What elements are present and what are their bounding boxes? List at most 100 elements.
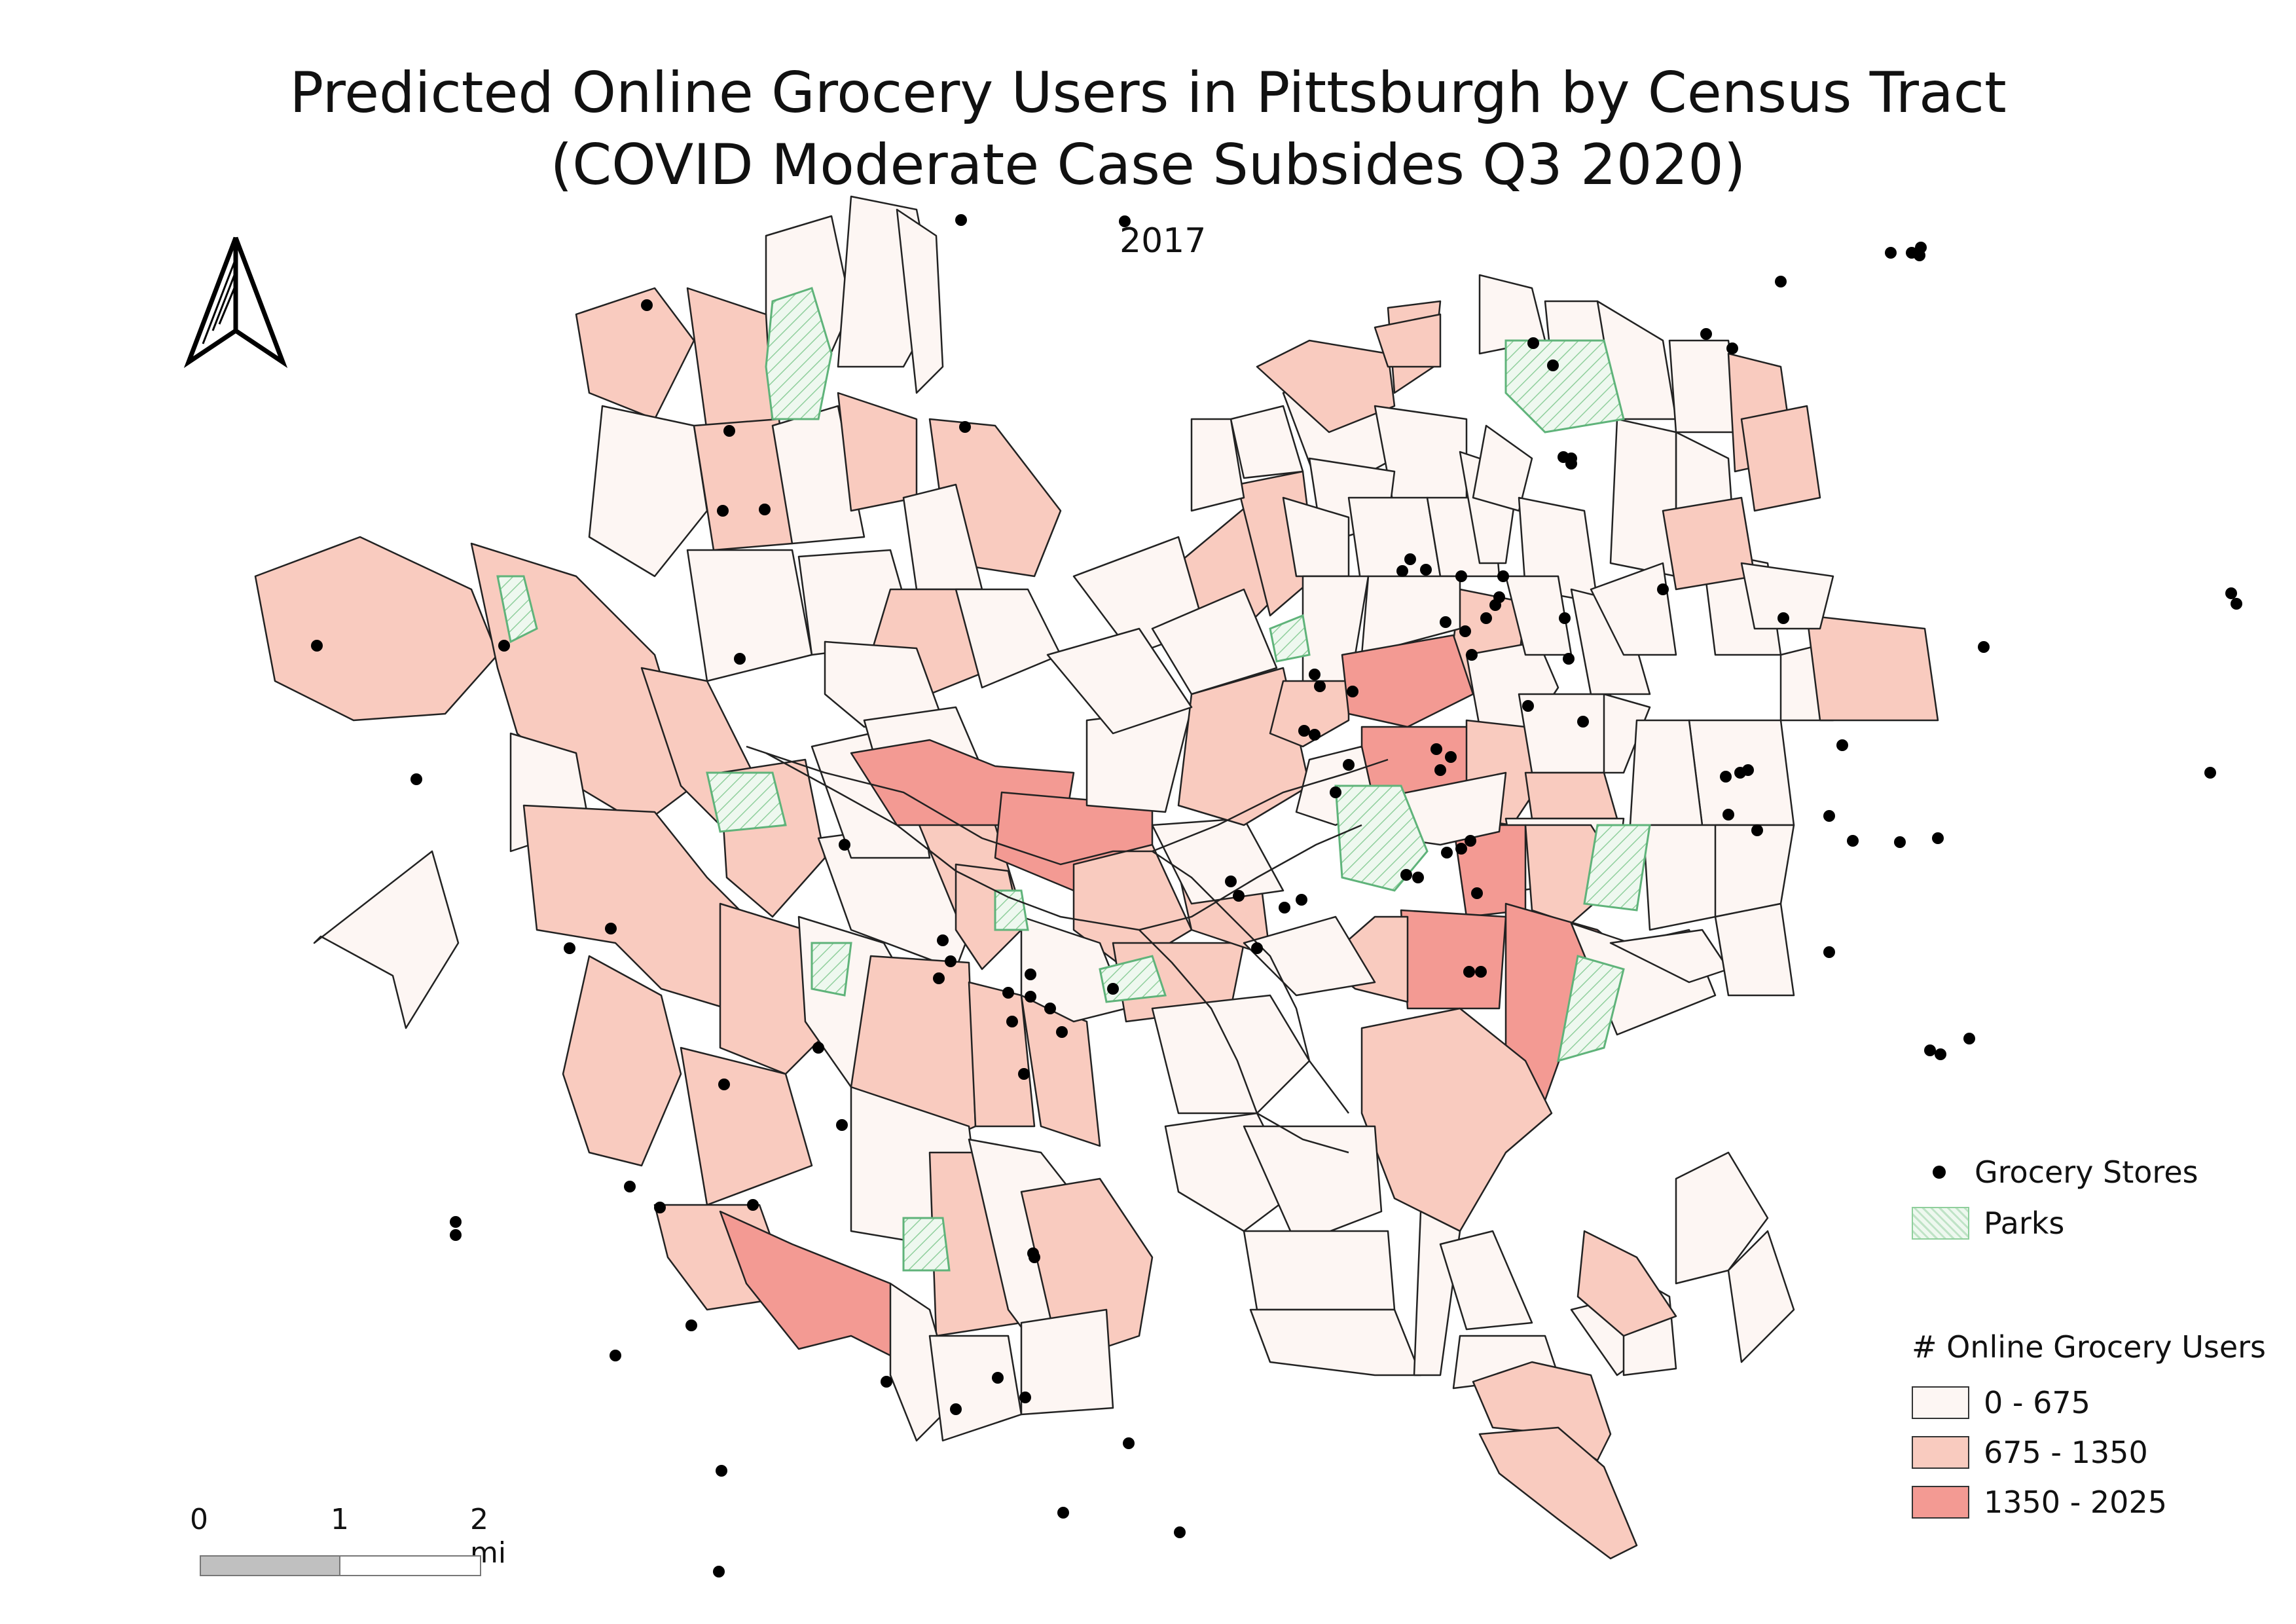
grocery-store-point-74 (1726, 342, 1738, 354)
grocery-store-point-26 (1044, 1003, 1056, 1014)
grocery-store-point-91 (1722, 809, 1734, 821)
legend-label-class-2: 675 - 1350 (1984, 1435, 2148, 1470)
grocery-store-point-73 (1700, 328, 1712, 340)
grocery-store-point-112 (950, 1403, 962, 1415)
grocery-store-point-89 (1894, 836, 1906, 848)
class-1-swatch (1912, 1386, 1969, 1419)
grocery-store-point-40 (1314, 680, 1326, 692)
legend-item-class-1: 0 - 675 (1912, 1383, 2090, 1422)
census-tract-21 (522, 804, 748, 1010)
census-tract-9 (837, 392, 918, 512)
river-bank-4 (1139, 929, 1349, 1154)
grocery-store-point-5 (734, 653, 746, 665)
store-dot-icon (1933, 1166, 1946, 1179)
grocery-store-point-4 (717, 505, 729, 517)
census-tract-91 (1151, 994, 1311, 1115)
river-bank-1 (746, 745, 1152, 866)
grocery-store-point-57 (1459, 625, 1471, 637)
map-year-label: 2017 (1120, 221, 1207, 261)
census-tract-57 (1151, 588, 1278, 695)
legend-label-class-1: 0 - 675 (1984, 1385, 2090, 1420)
grocery-store-point-33 (1296, 894, 1307, 906)
grocery-store-point-38 (1347, 686, 1358, 697)
park-area-2 (1504, 339, 1625, 434)
census-tract-60 (1256, 339, 1396, 434)
grocery-store-point-69 (1558, 451, 1569, 463)
grocery-store-point-105 (605, 923, 617, 934)
census-tract-80 (1524, 771, 1618, 820)
grocery-store-point-47 (1465, 835, 1476, 847)
grocery-store-point-88 (1924, 1044, 1936, 1056)
census-tract-79 (1603, 693, 1651, 774)
grocery-store-point-84 (2225, 587, 2237, 599)
grocery-store-point-31 (1251, 942, 1263, 954)
river-bank-3 (1152, 850, 1349, 1114)
grocery-store-point-58 (1480, 612, 1492, 624)
grocery-store-point-45 (1445, 751, 1457, 763)
census-tract-38 (928, 1335, 1023, 1442)
grocery-store-point-109 (839, 839, 850, 851)
census-tract-115 (1806, 614, 1939, 722)
grocery-store-point-100 (450, 1216, 462, 1228)
map-title-line-1: Predicted Online Grocery Users in Pittsb… (289, 60, 2007, 126)
grocery-store-point-92 (1734, 767, 1746, 779)
grocery-store-point-97 (1057, 1507, 1069, 1519)
grocery-store-point-64 (1497, 570, 1509, 582)
legend-label-parks: Parks (1984, 1206, 2065, 1241)
grocery-store-point-46 (1441, 847, 1453, 858)
grocery-store-point-54 (1420, 564, 1432, 576)
grocery-store-point-24 (1006, 1016, 1018, 1027)
census-tract-104 (1727, 1230, 1795, 1363)
census-tract-89 (1243, 915, 1376, 997)
census-tract-112 (1609, 418, 1677, 578)
legend-item-parks: Parks (1912, 1204, 2064, 1243)
census-tract-94 (1243, 1230, 1396, 1311)
grocery-store-point-49 (1463, 966, 1475, 978)
census-tract-103 (1675, 1151, 1769, 1285)
grocery-store-point-75 (1777, 612, 1789, 624)
census-tract-20 (313, 850, 460, 1029)
park-area-1 (765, 287, 833, 420)
census-tracts-layer (254, 195, 1939, 1560)
river-bank-5 (1152, 758, 1389, 853)
park-area-11 (994, 889, 1029, 931)
grocery-store-point-34 (1309, 729, 1321, 741)
grocery-store-point-83 (2204, 767, 2216, 779)
scale-label-0: 0 (190, 1503, 208, 1536)
grocery-store-point-42 (1412, 872, 1424, 883)
grocery-store-point-102 (410, 773, 422, 785)
grocery-store-point-3 (723, 425, 735, 437)
class-2-swatch (1912, 1436, 1969, 1469)
north-arrow-icon (183, 232, 288, 370)
grocery-store-point-68 (1547, 360, 1559, 371)
census-tract-105 (1576, 1230, 1677, 1337)
grocery-store-point-86 (1978, 641, 1990, 653)
census-tract-100 (1478, 1426, 1638, 1560)
grocery-store-point-82 (1963, 1033, 1975, 1044)
census-tract-93 (1243, 1125, 1383, 1246)
scale-label-1: 1 (331, 1503, 349, 1536)
grocery-store-point-72 (1657, 583, 1669, 595)
legend-heading: # Online Grocery Users (1912, 1329, 2267, 1365)
census-tract-56 (1046, 627, 1193, 735)
grocery-store-point-106 (564, 942, 575, 954)
legend-label-class-3: 1350 - 2025 (1984, 1485, 2167, 1520)
grocery-store-point-14 (624, 1181, 636, 1192)
river-bank-6 (1139, 824, 1362, 931)
scale-bar: 0 1 2 mi (190, 1503, 506, 1608)
grocery-store-point-48 (1471, 887, 1483, 899)
rivers-layer (746, 745, 1389, 1154)
census-tract-129 (1374, 313, 1442, 368)
grocery-store-point-65 (1489, 599, 1501, 611)
grocery-store-point-7 (959, 421, 971, 433)
park-area-10 (496, 575, 538, 644)
grocery-store-point-80 (1823, 946, 1835, 958)
grocery-store-point-87 (1932, 832, 1944, 844)
census-tract-3 (896, 208, 944, 394)
grocery-store-point-37 (1343, 759, 1355, 771)
legend-item-class-2: 675 - 1350 (1912, 1433, 2148, 1472)
census-tract-120 (1714, 902, 1795, 997)
grocery-store-point-101 (450, 1229, 462, 1241)
census-tract-25 (680, 1046, 813, 1206)
grocery-store-point-77 (1836, 739, 1848, 751)
